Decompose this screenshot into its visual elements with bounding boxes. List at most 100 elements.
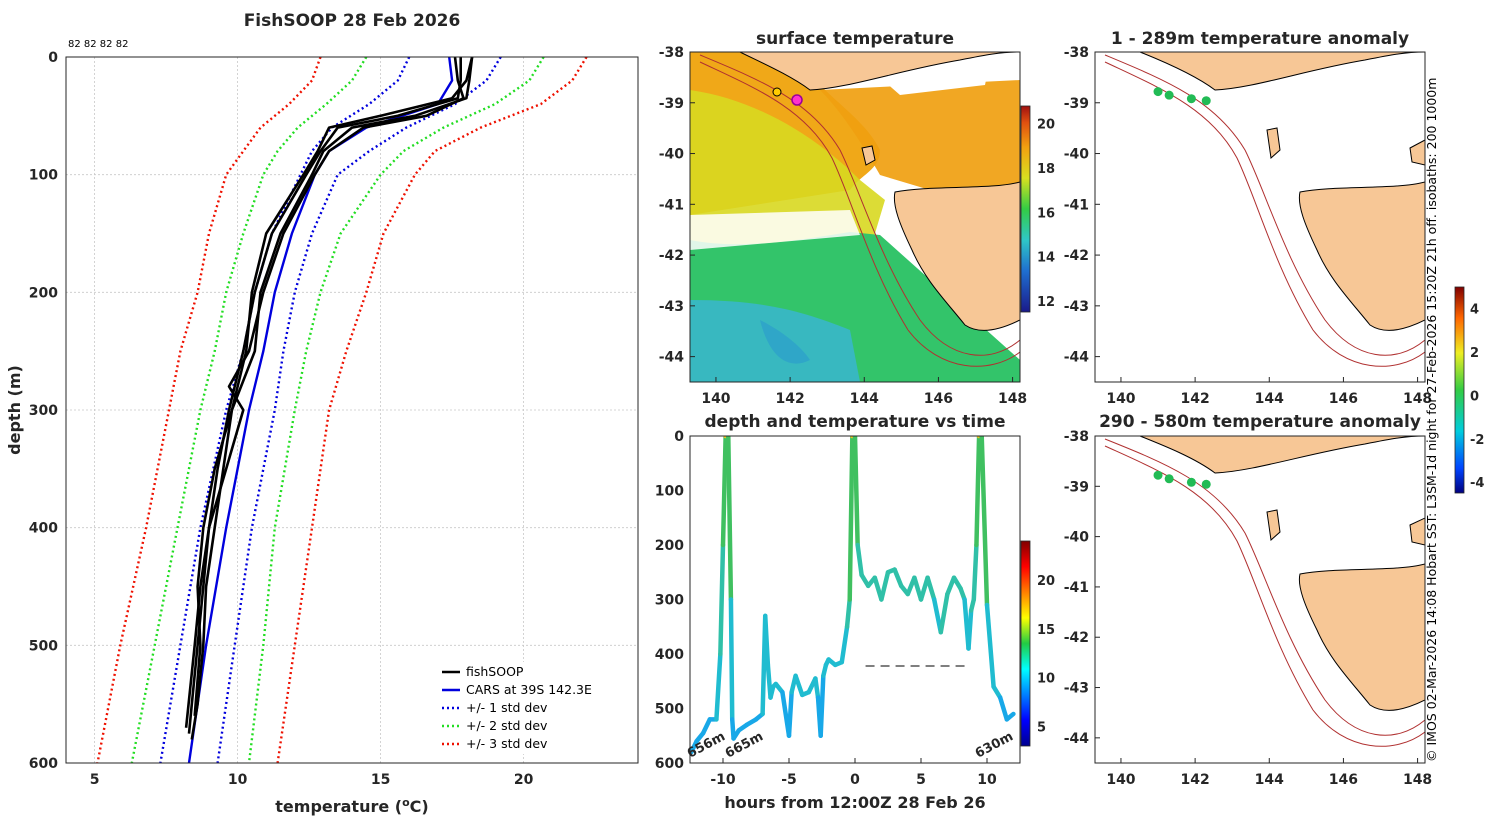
sst-ytick-label: -43 <box>659 299 684 315</box>
depth-track-segment <box>700 717 713 736</box>
anomaly-lower-ytick-label: -43 <box>1064 681 1089 697</box>
depth-time-xtick-label: -10 <box>710 772 736 788</box>
depth-time-ytick-label: 200 <box>655 538 684 554</box>
anomaly-colorbar <box>1454 286 1465 494</box>
sst-map-panel: surface temperature 140 142 144 146 148 -38 -3… <box>659 29 1055 407</box>
depth-track-segment <box>997 695 1010 722</box>
profile-ytick-label: 600 <box>29 756 58 772</box>
profile-xtick-label: 15 <box>371 772 390 788</box>
anomaly-lower-ytick-label: -42 <box>1064 630 1089 646</box>
anomaly-upper-title: 1 - 289m temperature anomaly <box>1111 29 1409 49</box>
anomaly-point-3 <box>1186 477 1196 487</box>
anomaly-lower-isobath-200 <box>1104 438 1425 736</box>
anomaly-colorbar-tick: 2 <box>1470 346 1479 361</box>
anomaly-upper-ytick-label: -38 <box>1064 45 1089 61</box>
depth-time-colorbar <box>1020 540 1031 747</box>
profile-ytick-label: 100 <box>29 168 58 184</box>
depth-track-segment <box>714 651 723 722</box>
anomaly-lower-ytick-label: -40 <box>1064 530 1090 546</box>
std1-high-line <box>216 57 502 763</box>
depth-label-2: 665m <box>723 729 766 761</box>
sst-colorbar-tick: 16 <box>1037 206 1055 221</box>
sst-xtick-label: 146 <box>924 391 953 407</box>
profile-axes-box <box>65 56 639 764</box>
sst-marker-current <box>791 94 803 106</box>
anomaly-upper-mainland <box>1139 52 1425 91</box>
anomaly-upper-king-island <box>1266 127 1281 159</box>
depth-time-ytick-label: 500 <box>655 702 684 718</box>
depth-track-segment <box>945 575 957 597</box>
fishsoop-profile-1 <box>190 57 474 740</box>
sst-title: surface temperature <box>756 29 954 49</box>
profile-panel: FishSOOP 28 Feb 2026 82 82 82 82 5 10 15 20… <box>5 11 639 816</box>
anomaly-upper-xtick-label: 146 <box>1329 391 1358 407</box>
anomaly-lower-xtick-label: 142 <box>1180 772 1209 788</box>
depth-track-segment <box>720 436 728 548</box>
anomaly-lower-ytick-label: -38 <box>1064 429 1089 445</box>
depth-track-segment <box>966 608 974 651</box>
profile-xlabel: temperature (oC) <box>275 796 428 816</box>
fishsoop-profile-4 <box>193 57 474 717</box>
depth-time-colorbar-tick: 10 <box>1037 672 1055 687</box>
legend-label: fishSOOP <box>466 664 524 679</box>
sst-colorbar-tick: 18 <box>1037 162 1055 177</box>
profile-ytick-label: 0 <box>48 50 58 66</box>
depth-track-segment <box>786 689 794 738</box>
profile-ylabel: depth (m) <box>5 365 24 455</box>
anomaly-upper-ytick-label: -43 <box>1064 299 1089 315</box>
anomaly-lower-xtick-label: 146 <box>1329 772 1358 788</box>
anomaly-colorbar-tick: 0 <box>1470 389 1479 404</box>
side-caption: © IMOS 02-Mar-2026 14:08 Hobart SST: L3S… <box>1424 78 1439 762</box>
fishsoop-profile-3 <box>184 57 465 728</box>
anomaly-upper-ytick-label: -41 <box>1064 197 1089 213</box>
anomaly-upper-axes-box <box>1094 51 1426 383</box>
anomaly-upper-ytick-label: -39 <box>1064 96 1089 112</box>
anomaly-colorbar-tick: 4 <box>1470 303 1479 318</box>
depth-track-segment <box>762 613 771 668</box>
anomaly-upper-xtick-label: 144 <box>1255 391 1284 407</box>
depth-time-xlabel: hours from 12:00Z 28 Feb 26 <box>724 793 985 812</box>
depth-time-colorbar-tick: 15 <box>1037 623 1055 638</box>
anomaly-upper-ytick-label: -42 <box>1064 248 1089 264</box>
profile-ytick-label: 400 <box>29 521 58 537</box>
anomaly-lower-isobath-1000 <box>1104 445 1425 747</box>
anomaly-lower-ytick-label: -44 <box>1064 731 1090 747</box>
depth-track-segment <box>925 575 937 602</box>
anomaly-point-1 <box>1153 87 1163 97</box>
legend-label: +/- 2 std dev <box>466 718 548 733</box>
anomaly-lower-title: 290 - 580m temperature anomaly <box>1099 412 1421 432</box>
depth-time-panel: depth and temperature vs time -10 -5 0 5 100… <box>655 412 1055 812</box>
anomaly-lower-xtick-label: 144 <box>1255 772 1284 788</box>
depth-track-segment <box>984 602 996 689</box>
profile-xtick-label: 20 <box>514 772 534 788</box>
sst-axes-box <box>689 51 1021 383</box>
std3-high-line <box>276 57 588 763</box>
profile-ytick-label: 200 <box>29 285 58 301</box>
anomaly-point-2 <box>1164 90 1174 100</box>
anomaly-upper-isobath-200 <box>1104 54 1425 356</box>
anomaly-lower-xtick-label: 148 <box>1403 772 1432 788</box>
anomaly-upper-panel: 1 - 289m temperature anomaly 140 142 144 14… <box>1064 29 1432 407</box>
depth-track-segment <box>839 624 850 665</box>
depth-time-ytick-label: 600 <box>655 756 684 772</box>
anomaly-colorbar-tick: -2 <box>1470 433 1484 448</box>
profile-xtick-label: 5 <box>90 772 100 788</box>
anomaly-point-3 <box>1186 94 1196 104</box>
sst-ytick-label: -38 <box>659 45 684 61</box>
std2-low-line <box>130 57 368 763</box>
depth-time-xtick-label: 10 <box>977 772 997 788</box>
anomaly-upper-xtick-label: 140 <box>1106 391 1135 407</box>
sst-colorbar-tick: 12 <box>1037 295 1055 310</box>
legend-box <box>436 662 628 754</box>
sst-ytick-label: -39 <box>659 96 684 112</box>
legend-label: +/- 3 std dev <box>466 736 548 751</box>
depth-time-ytick-label: 400 <box>655 647 684 663</box>
sst-tasmania <box>893 181 1020 331</box>
depth-track-segment <box>971 542 979 602</box>
anomaly-lower-panel: 290 - 580m temperature anomaly 140 142 144… <box>1064 286 1484 788</box>
depth-time-xtick-label: 5 <box>916 772 926 788</box>
anomaly-lower-axes-box <box>1094 435 1426 764</box>
depth-track-segment <box>728 597 735 722</box>
anomaly-lower-tasmania <box>1298 563 1425 711</box>
